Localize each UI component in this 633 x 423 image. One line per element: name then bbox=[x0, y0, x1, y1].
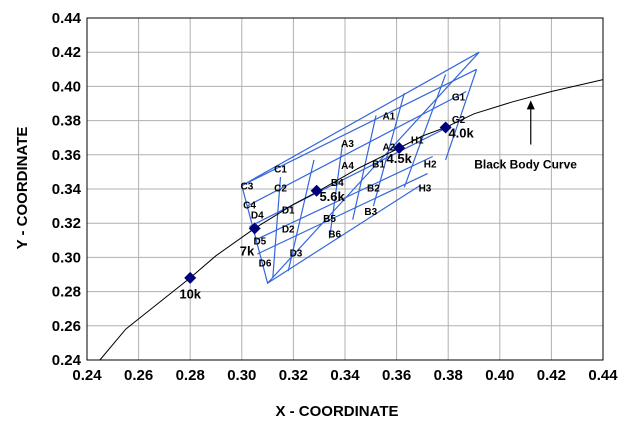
bin-label: H2 bbox=[424, 159, 437, 170]
bin-boundary-line bbox=[352, 115, 377, 220]
x-tick-label: 0.28 bbox=[176, 367, 205, 384]
cct-point-marker bbox=[184, 271, 197, 284]
y-tick-label: 0.30 bbox=[52, 249, 81, 266]
black-body-curve-line bbox=[99, 79, 604, 361]
bin-label: C1 bbox=[274, 164, 287, 175]
bin-label: H3 bbox=[419, 183, 432, 194]
bin-boundary-line bbox=[403, 74, 447, 188]
cct-point-label: 5.6k bbox=[319, 189, 345, 204]
cct-points: 10k 7k 5.6k 4.5k 4.0k bbox=[179, 121, 475, 301]
cct-point-marker bbox=[439, 121, 452, 134]
bin-boundary-line bbox=[246, 90, 467, 207]
bin-label: B3 bbox=[364, 207, 377, 218]
y-tick-label: 0.38 bbox=[52, 113, 81, 130]
bin-boundary-line bbox=[249, 125, 452, 228]
bin-boundary-line bbox=[272, 176, 282, 278]
x-tick-label: 0.24 bbox=[72, 367, 102, 384]
cct-point-marker bbox=[310, 184, 323, 197]
bin-grid bbox=[241, 51, 480, 285]
annotation: Black Body Curve bbox=[474, 100, 577, 171]
cct-point-marker bbox=[248, 222, 261, 235]
bin-label: C4 bbox=[243, 200, 256, 211]
bin-label: B2 bbox=[367, 183, 380, 194]
cct-point-label: 7k bbox=[240, 244, 255, 259]
bin-boundary-line bbox=[328, 144, 343, 239]
x-tick-labels: 0.24 0.26 0.28 0.30 0.32 0.34 0.36 0.38 0.40 0.42… bbox=[72, 367, 618, 384]
bin-boundary-line bbox=[241, 51, 480, 285]
bin-label: D3 bbox=[290, 248, 303, 259]
x-tick-label: 0.26 bbox=[124, 367, 153, 384]
bin-label: A4 bbox=[341, 161, 354, 172]
y-tick-label: 0.44 bbox=[52, 10, 82, 27]
cct-point-label: 4.5k bbox=[387, 151, 413, 166]
x-tick-label: 0.32 bbox=[279, 367, 308, 384]
bin-label: B6 bbox=[328, 229, 341, 240]
black-body-curve-label: Black Body Curve bbox=[474, 157, 577, 171]
cct-point-label: 4.0k bbox=[448, 126, 474, 141]
bin-boundary-line bbox=[445, 69, 478, 161]
bin-label: G2 bbox=[452, 115, 466, 126]
bin-label: A2 bbox=[382, 142, 395, 153]
y-tick-label: 0.26 bbox=[52, 318, 81, 335]
bin-boundary-line bbox=[257, 173, 428, 255]
cct-point-label: 10k bbox=[179, 286, 201, 301]
bin-label: D6 bbox=[259, 259, 272, 270]
bin-label: D4 bbox=[251, 211, 264, 222]
x-tick-label: 0.42 bbox=[537, 367, 566, 384]
y-axis-title: Y - COORDINATE bbox=[14, 127, 31, 250]
bin-label: A3 bbox=[341, 139, 354, 150]
bin-label: D1 bbox=[282, 206, 295, 217]
bin-label: C2 bbox=[274, 183, 287, 194]
y-tick-label: 0.36 bbox=[52, 147, 81, 164]
bin-label: D2 bbox=[282, 224, 295, 235]
y-tick-label: 0.42 bbox=[52, 44, 81, 61]
bin-label: G1 bbox=[452, 93, 466, 104]
bin-label: C3 bbox=[241, 182, 254, 193]
plot-frame bbox=[86, 17, 604, 361]
y-tick-label: 0.40 bbox=[52, 78, 81, 95]
bin-label: B4 bbox=[331, 178, 344, 189]
y-tick-label: 0.34 bbox=[52, 181, 82, 198]
bin-label: B5 bbox=[323, 214, 336, 225]
y-tick-label: 0.32 bbox=[52, 215, 81, 232]
bin-boundary-line bbox=[267, 185, 421, 284]
bin-label: B1 bbox=[372, 159, 385, 170]
cct-point-marker bbox=[393, 141, 406, 154]
bin-label: A1 bbox=[382, 111, 395, 122]
bin-label: H1 bbox=[411, 135, 424, 146]
y-tick-label: 0.28 bbox=[52, 284, 81, 301]
bin-boundary-line bbox=[287, 159, 315, 272]
x-tick-label: 0.30 bbox=[227, 367, 256, 384]
bin-label: D5 bbox=[253, 236, 266, 247]
x-tick-label: 0.44 bbox=[588, 367, 618, 384]
x-tick-label: 0.36 bbox=[382, 367, 411, 384]
x-tick-label: 0.34 bbox=[330, 367, 360, 384]
bin-boundary-line bbox=[254, 155, 433, 241]
x-axis-title: X - COORDINATE bbox=[275, 403, 398, 420]
grid-lines bbox=[87, 18, 603, 360]
black-body-curve bbox=[99, 79, 604, 361]
y-tick-labels: 0.24 0.26 0.28 0.30 0.32 0.34 0.36 0.38 0.40 0.42… bbox=[52, 10, 82, 369]
x-tick-label: 0.38 bbox=[434, 367, 463, 384]
x-tick-label: 0.40 bbox=[485, 367, 514, 384]
bin-boundary-line bbox=[372, 93, 405, 207]
arrow-head bbox=[526, 100, 535, 110]
y-tick-label: 0.24 bbox=[52, 352, 82, 369]
bin-boundary-line bbox=[241, 68, 477, 187]
